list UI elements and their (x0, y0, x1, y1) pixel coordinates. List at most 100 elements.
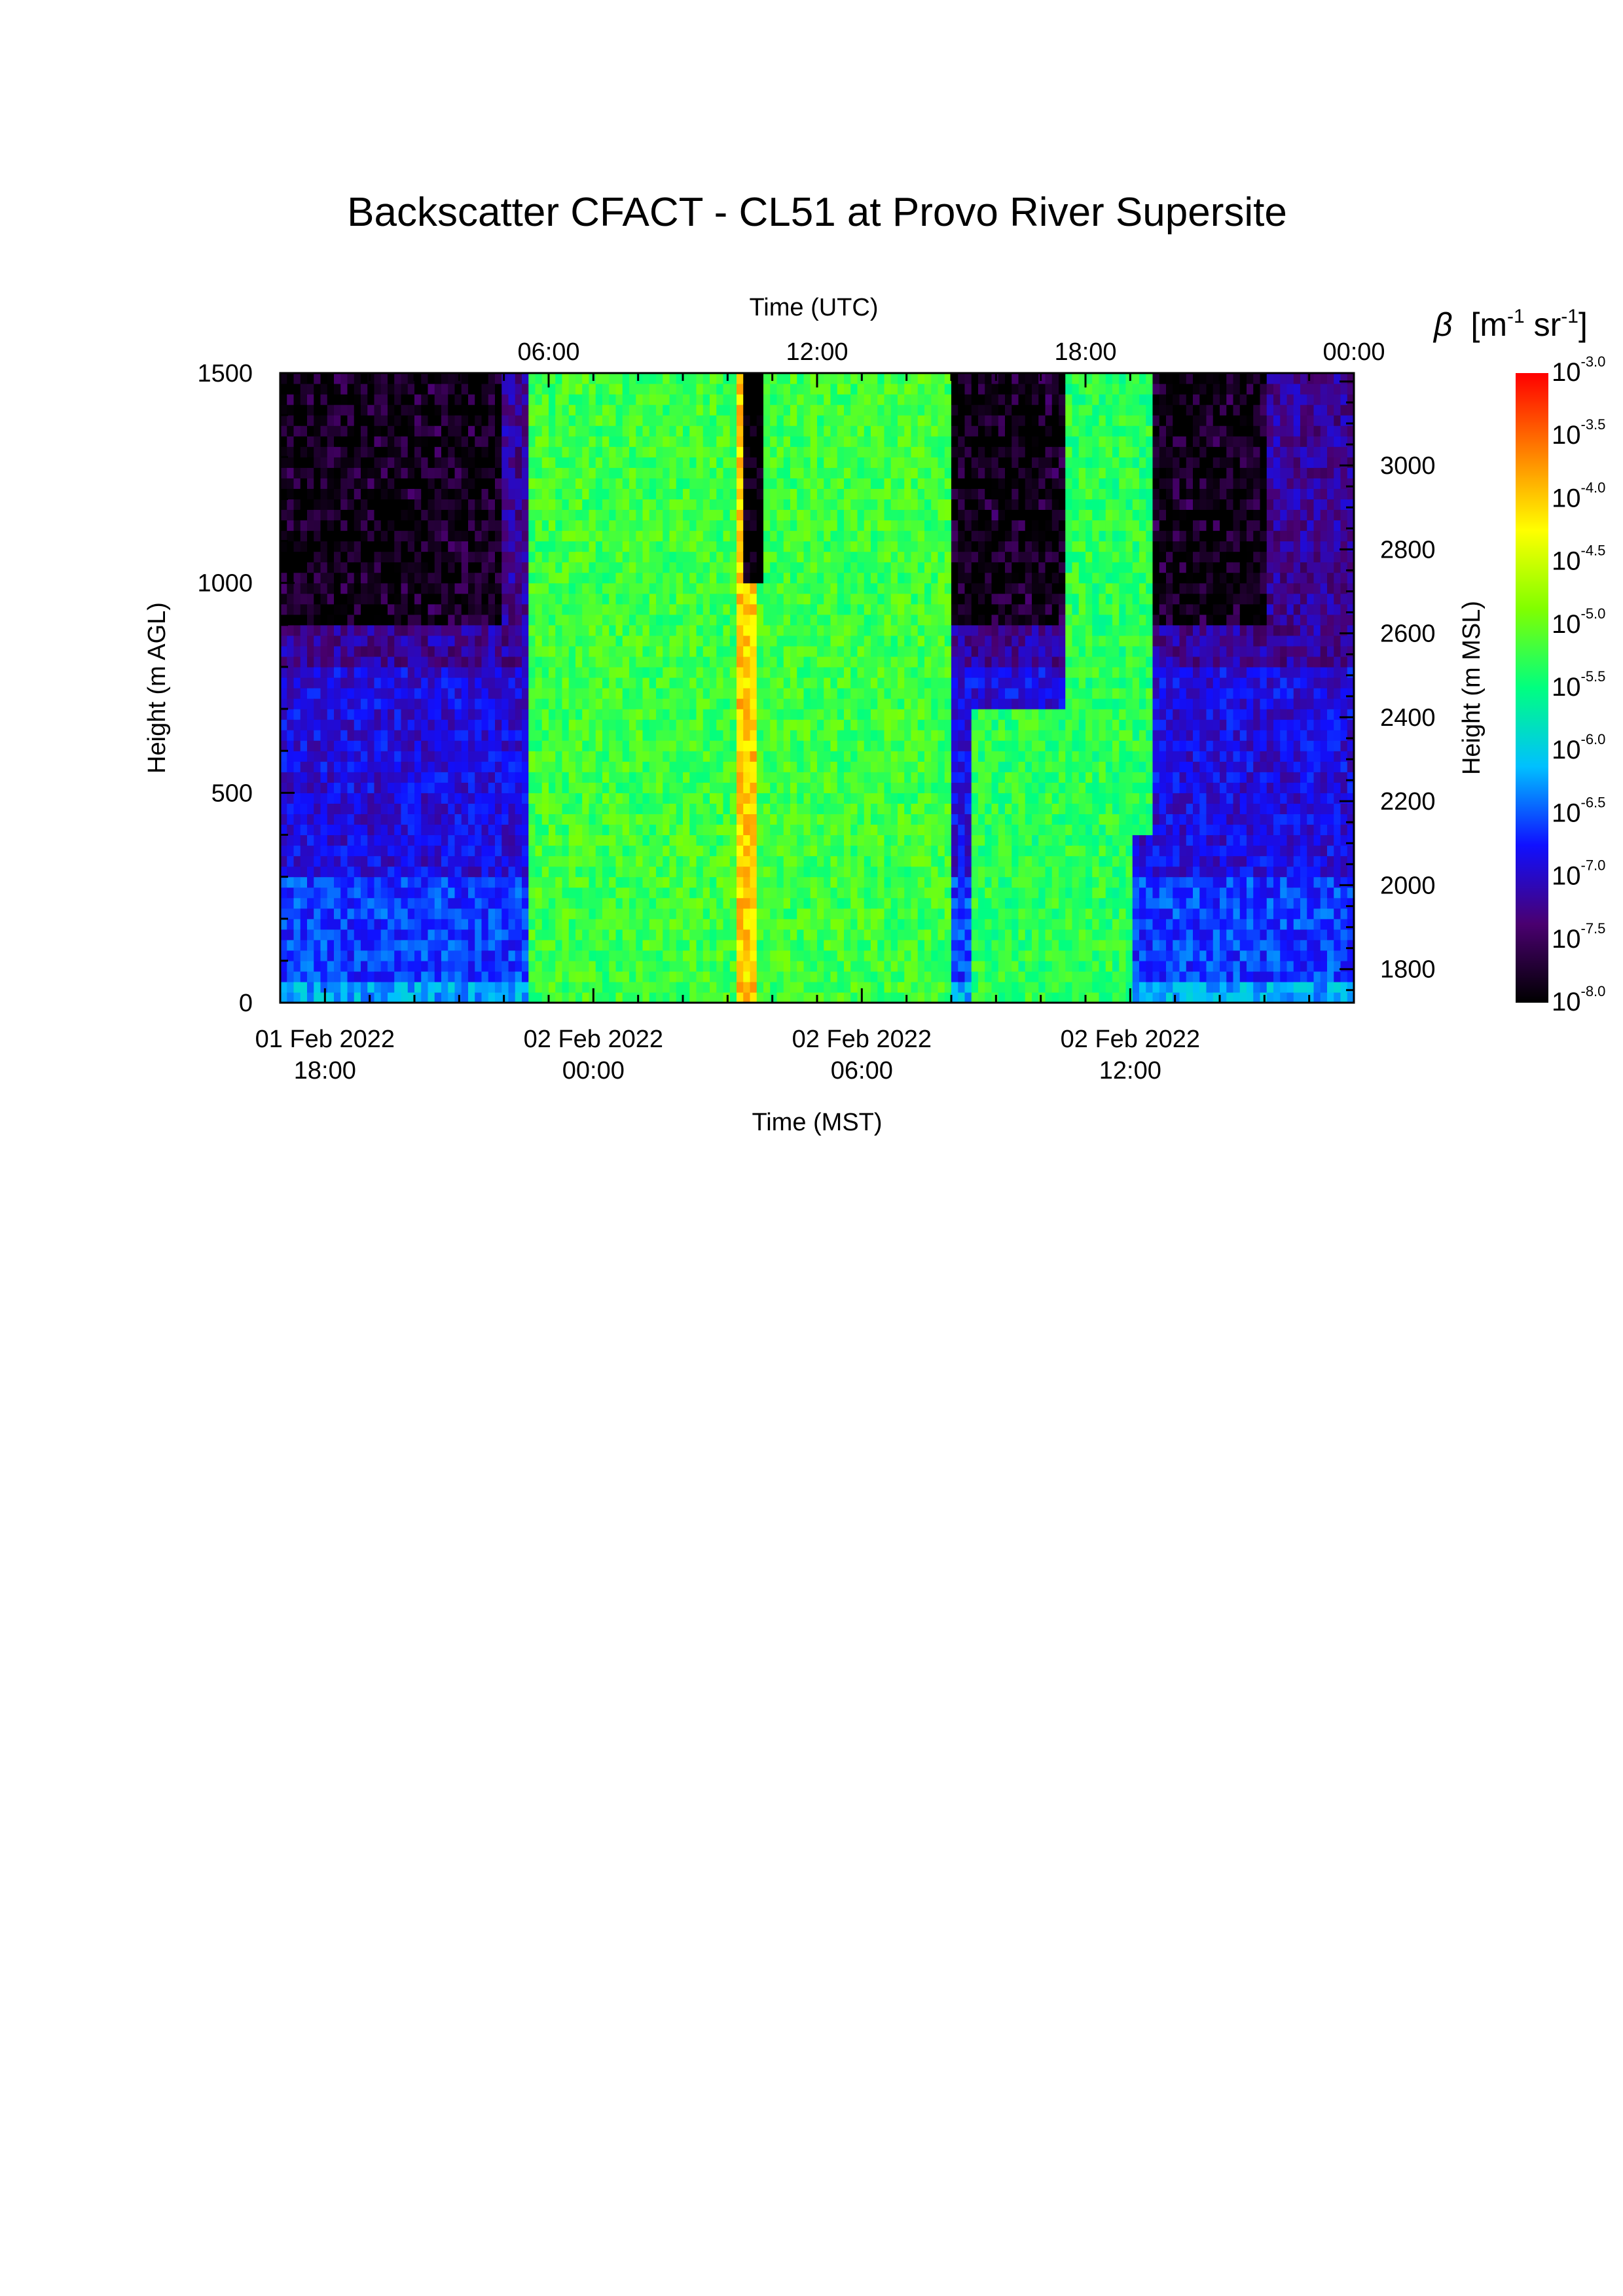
heatmap-cell (663, 887, 670, 899)
heatmap-cell (481, 761, 489, 772)
heatmap-cell (555, 467, 563, 478)
heatmap-cell (702, 834, 710, 846)
heatmap-cell (428, 688, 435, 699)
heatmap-cell (737, 593, 744, 605)
heatmap-cell (535, 384, 543, 395)
heatmap-cell (448, 782, 456, 793)
heatmap-cell (776, 677, 784, 689)
heatmap-cell (622, 803, 630, 814)
heatmap-cell (636, 950, 644, 961)
heatmap-cell (582, 562, 590, 573)
heatmap-cell (702, 992, 710, 1003)
heatmap-cell (401, 971, 409, 982)
heatmap-cell (347, 698, 355, 709)
heatmap-cell (528, 740, 536, 751)
heatmap-cell (522, 855, 529, 867)
heatmap-cell (549, 551, 556, 563)
heatmap-cell (817, 971, 824, 982)
heatmap-cell (300, 457, 308, 468)
heatmap-cell (609, 394, 617, 405)
heatmap-cell (522, 824, 529, 836)
heatmap-cell (515, 876, 522, 888)
heatmap-cell (454, 908, 462, 920)
heatmap-cell (434, 478, 442, 489)
heatmap-cell (669, 603, 677, 615)
heatmap-cell (407, 457, 415, 468)
heatmap-cell (549, 656, 556, 668)
heatmap-cell (629, 761, 636, 772)
heatmap-cell (401, 887, 409, 899)
heatmap-cell (374, 645, 382, 657)
heatmap-cell (468, 929, 475, 941)
heatmap-cell (575, 971, 583, 982)
heatmap-cell (367, 488, 375, 499)
heatmap-cell (287, 698, 295, 709)
heatmap-cell (602, 635, 610, 647)
heatmap-cell (568, 950, 576, 961)
heatmap-cell (763, 971, 771, 982)
heatmap-cell (280, 583, 287, 594)
heatmap-cell (314, 666, 321, 678)
heatmap-cell (388, 467, 395, 478)
heatmap-cell (428, 541, 435, 552)
heatmap-cell (414, 614, 422, 626)
heatmap-cell (770, 950, 778, 961)
heatmap-cell (676, 656, 684, 668)
heatmap-cell (636, 803, 644, 814)
heatmap-cell (354, 436, 361, 447)
heatmap-cell (656, 740, 663, 751)
heatmap-cell (602, 688, 610, 699)
heatmap-cell (320, 950, 328, 961)
heatmap-cell (696, 645, 704, 657)
heatmap-cell (522, 908, 529, 920)
heatmap-cell (414, 918, 422, 930)
heatmap-cell (696, 446, 704, 457)
heatmap-cell (508, 782, 516, 793)
heatmap-cell (737, 824, 744, 836)
heatmap-cell (374, 688, 382, 699)
heatmap-cell (528, 541, 536, 552)
heatmap-cell (669, 677, 677, 689)
heatmap-cell (374, 614, 382, 626)
heatmap-cell (663, 855, 670, 867)
heatmap-cell (615, 730, 623, 741)
heatmap-cell (830, 698, 838, 709)
heatmap-cell (293, 908, 301, 920)
heatmap-cell (622, 897, 630, 909)
heatmap-cell (609, 740, 617, 751)
heatmap-cell (347, 373, 355, 384)
heatmap-cell (810, 583, 818, 594)
heatmap-cell (683, 772, 690, 783)
heatmap-cell (354, 499, 361, 511)
heatmap-cell (803, 793, 811, 804)
heatmap-cell (347, 793, 355, 804)
heatmap-cell (830, 939, 838, 951)
heatmap-cell (790, 656, 797, 668)
heatmap-cell (609, 583, 617, 594)
heatmap-cell (407, 624, 415, 636)
heatmap-cell (522, 730, 529, 741)
heatmap-cell (797, 834, 805, 846)
heatmap-cell (361, 446, 368, 457)
heatmap-cell (388, 488, 395, 499)
heatmap-cell (555, 992, 563, 1003)
heatmap-cell (280, 782, 287, 793)
heatmap-cell (495, 446, 502, 457)
heatmap-cell (696, 761, 704, 772)
heatmap-cell (810, 740, 818, 751)
heatmap-cell (407, 730, 415, 741)
heatmap-cell (361, 583, 368, 594)
heatmap-cell (582, 478, 590, 489)
heatmap-cell (737, 520, 744, 531)
heatmap-cell (475, 981, 483, 993)
heatmap-cell (535, 992, 543, 1003)
heatmap-cell (669, 425, 677, 437)
heatmap-cell (582, 887, 590, 899)
heatmap-cell (770, 992, 778, 1003)
heatmap-cell (421, 614, 429, 626)
heatmap-cell (656, 803, 663, 814)
heatmap-cell (756, 384, 764, 395)
heatmap-cell (750, 793, 757, 804)
heatmap-cell (307, 709, 314, 720)
heatmap-cell (696, 908, 704, 920)
